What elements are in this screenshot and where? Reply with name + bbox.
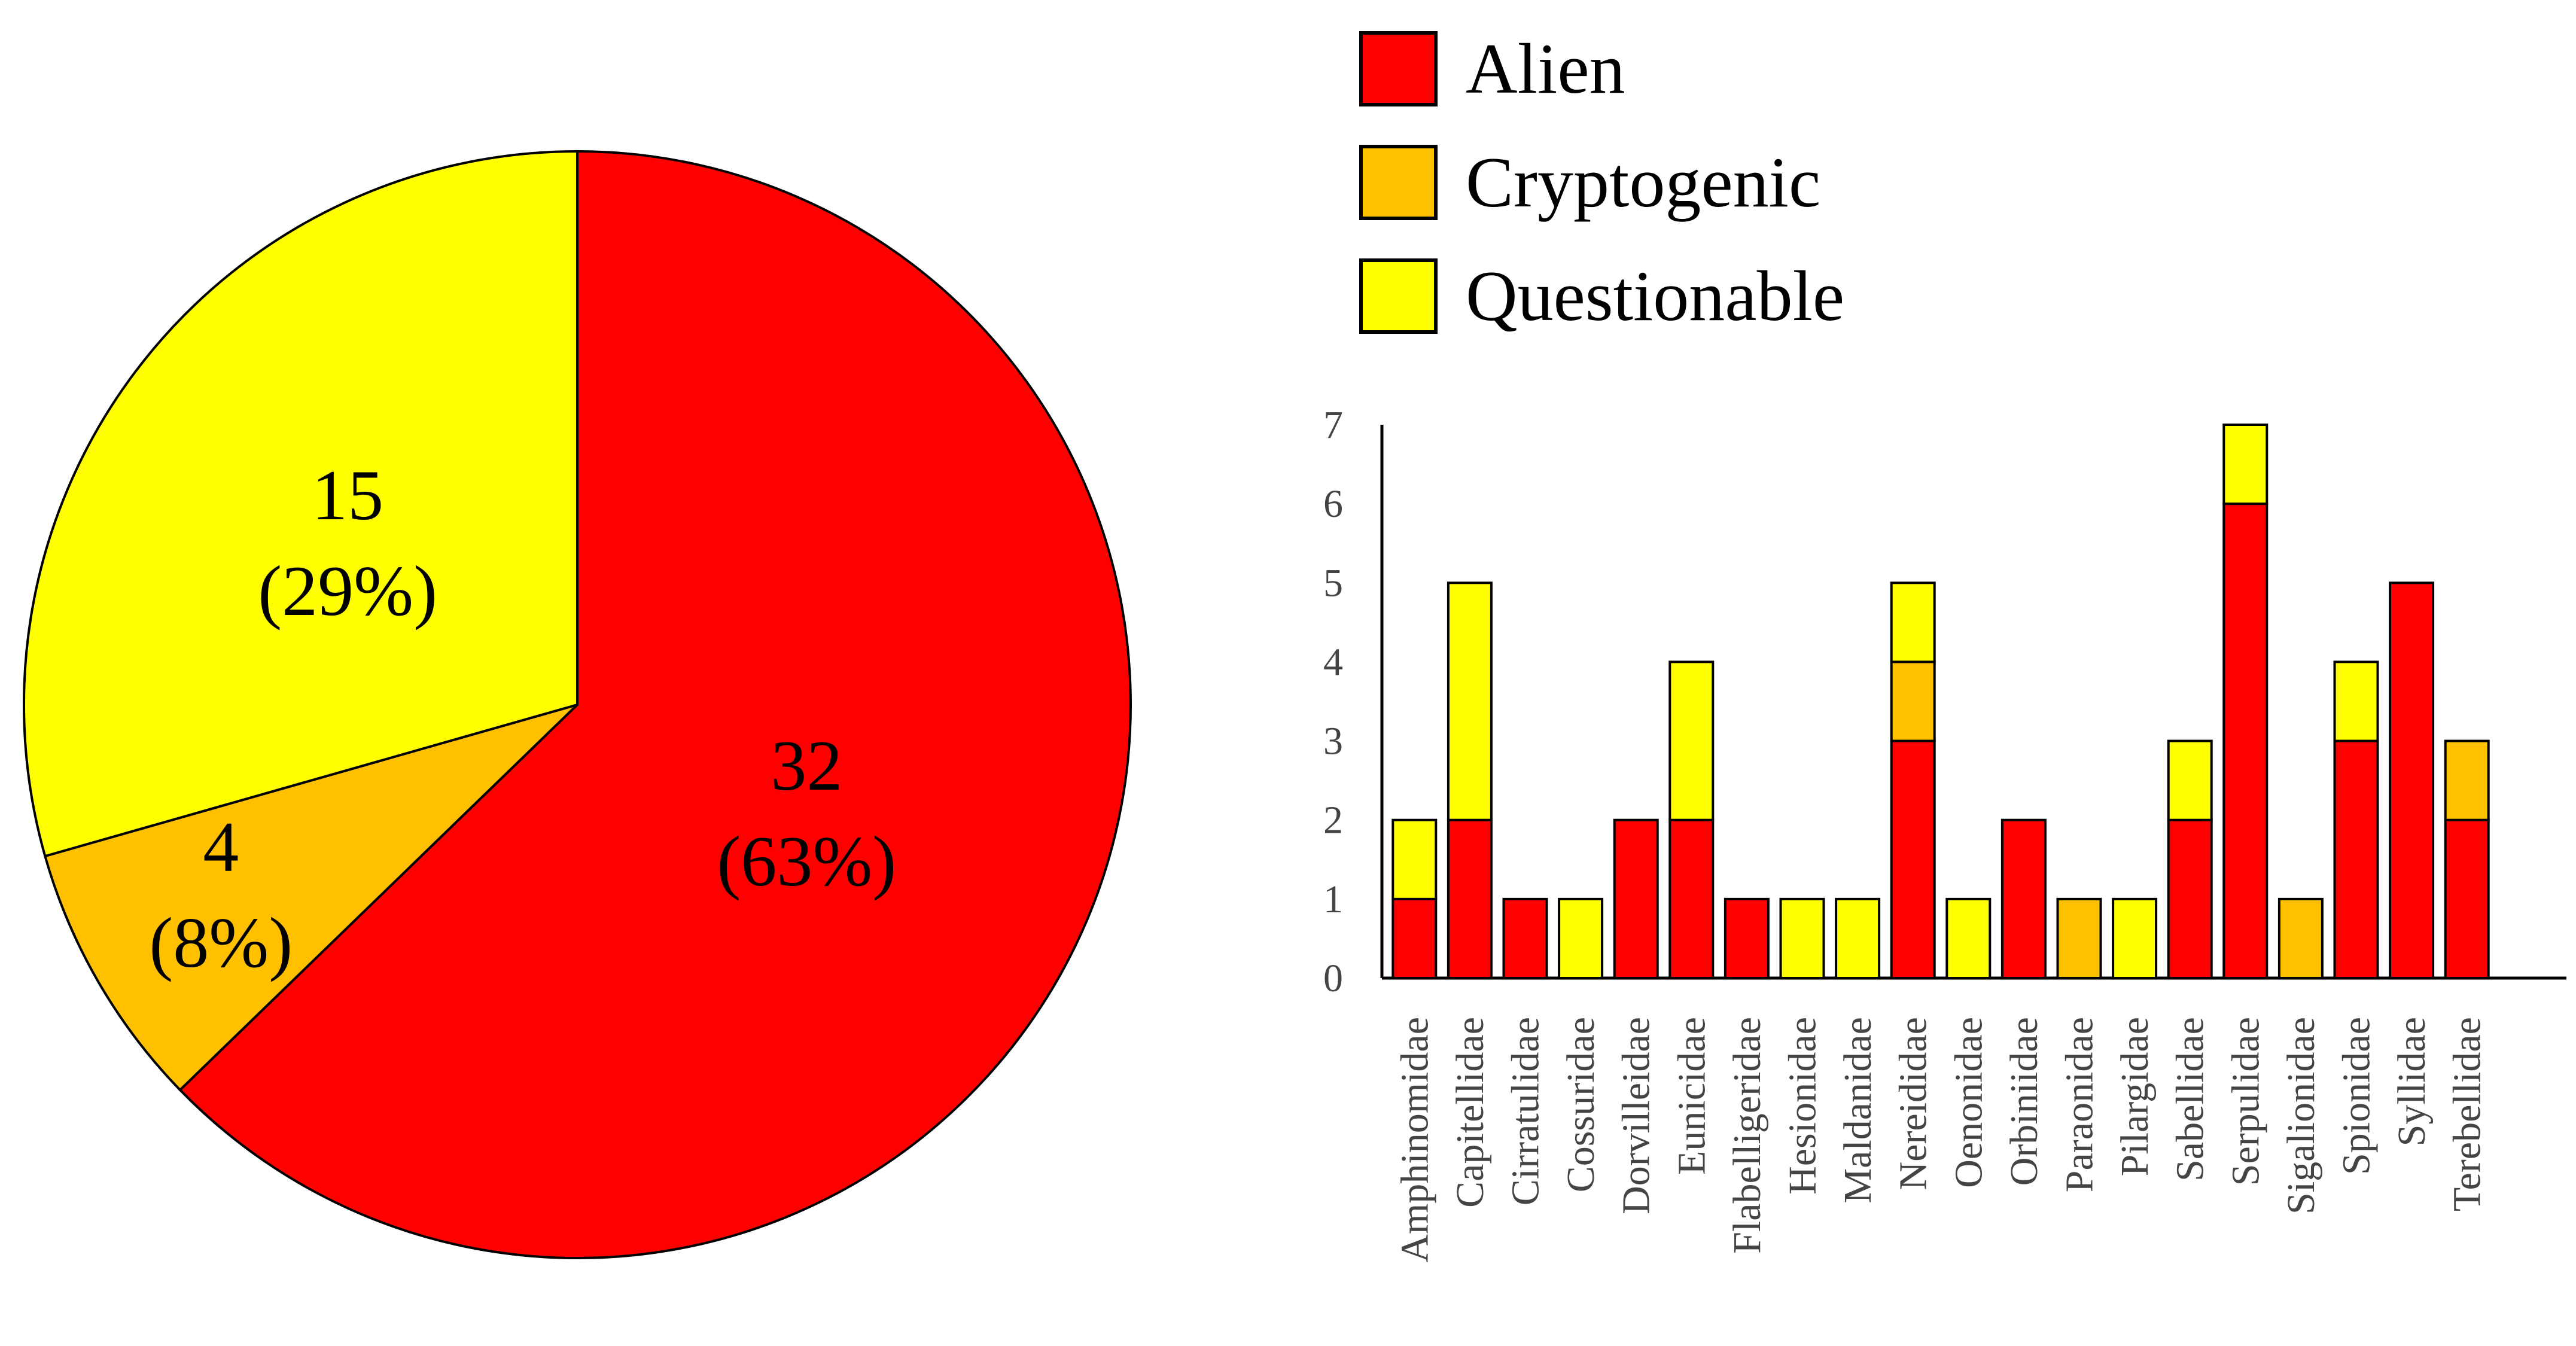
x-category-label: Maldanidae — [1836, 1017, 1880, 1204]
x-category-label: Eunicidae — [1670, 1017, 1713, 1175]
x-category-label: Hesionidae — [1781, 1017, 1825, 1195]
x-category-label: Capitellidae — [1448, 1017, 1492, 1208]
bar-marks — [1391, 424, 2490, 980]
pie-label-count-cryptogenic: 4 — [203, 807, 239, 887]
bar-segment-alien — [1724, 897, 1770, 980]
x-category-label: Terebellidae — [2446, 1017, 2489, 1211]
y-tick-label: 1 — [1323, 878, 1343, 921]
x-category-label: Dorvilleidae — [1615, 1017, 1658, 1214]
legend: Alien Cryptogenic Questionable — [1359, 29, 1844, 336]
legend-swatch-questionable — [1359, 258, 1438, 334]
bar-segment-alien — [2222, 503, 2269, 979]
pie-label-count-alien: 32 — [771, 726, 842, 805]
pie-label-pct-alien: (63%) — [717, 821, 896, 901]
y-tick-label: 2 — [1323, 799, 1343, 842]
y-tick-labels: 0 1 2 3 4 5 6 7 — [1323, 403, 1343, 1000]
y-tick-label: 7 — [1323, 403, 1343, 447]
bar-segment-alien — [1502, 897, 1548, 980]
legend-swatch-cryptogenic — [1359, 145, 1438, 220]
bar-segment-cryptogenic — [2277, 897, 2324, 980]
y-tick-label: 6 — [1323, 482, 1343, 526]
x-category-label: Cossuridae — [1559, 1017, 1603, 1192]
bar-segment-questionable — [2167, 739, 2213, 821]
pie-slice-alien — [178, 150, 1132, 1259]
bar-segment-alien — [1391, 897, 1438, 980]
x-category-label: Orbiniidae — [2002, 1017, 2046, 1186]
x-category-label: Spionidae — [2335, 1017, 2379, 1175]
legend-label-alien: Alien — [1466, 29, 1625, 108]
pie-chart: 32 (63%) 4 (8%) 15 (29%) — [23, 150, 1132, 1259]
bar-segment-cryptogenic — [2444, 739, 2490, 821]
bar-segment-cryptogenic — [1890, 660, 1936, 742]
bar-segment-questionable — [1945, 897, 1992, 980]
bar-segment-questionable — [1558, 897, 1604, 980]
x-category-label: Serpulidae — [2224, 1017, 2267, 1186]
pie-slice-questionable — [23, 150, 578, 858]
x-category-label: Pilargidae — [2113, 1017, 2157, 1176]
legend-label-questionable: Questionable — [1466, 256, 1844, 336]
bar-segment-questionable — [2112, 897, 2158, 980]
bar-segment-alien — [2000, 818, 2047, 979]
x-category-label: Oenonidae — [1947, 1017, 1990, 1188]
pie-label-pct-questionable: (29%) — [258, 551, 437, 631]
bar-segment-questionable — [2333, 660, 2379, 742]
x-category-label: Nereididae — [1892, 1017, 1935, 1190]
bar-segment-questionable — [1447, 581, 1493, 821]
bar-segment-questionable — [1890, 581, 1936, 663]
legend-swatch-alien — [1359, 31, 1438, 106]
bar-segment-alien — [1447, 818, 1493, 979]
x-category-label: Syllidae — [2390, 1017, 2434, 1146]
bar-segment-questionable — [1391, 818, 1438, 900]
x-category-label: Sigalionidae — [2279, 1017, 2323, 1214]
bar-segment-alien — [2333, 739, 2379, 979]
bar-segment-questionable — [1779, 897, 1825, 980]
x-category-label: Amphinomidae — [1393, 1017, 1436, 1263]
bar-segment-alien — [1613, 818, 1659, 979]
stacked-bar-chart: 0 1 2 3 4 5 6 7 Amphinomidae Capitellidae Cirratu… — [1323, 403, 2566, 1263]
y-tick-label: 5 — [1323, 561, 1343, 605]
x-category-labels: Amphinomidae Capitellidae Cirratulidae Coss… — [1393, 1017, 2489, 1263]
x-category-label: Cirratulidae — [1504, 1017, 1548, 1205]
pie-label-pct-cryptogenic: (8%) — [149, 903, 293, 982]
bar-segment-questionable — [1668, 660, 1715, 821]
x-category-label: Paraonidae — [2058, 1017, 2102, 1192]
bar-axes — [1380, 425, 2566, 980]
bar-segment-cryptogenic — [2056, 897, 2102, 980]
bar-segment-questionable — [2222, 424, 2269, 505]
bar-segment-alien — [1668, 818, 1715, 979]
bar-segment-questionable — [1835, 897, 1881, 980]
bar-segment-alien — [1890, 739, 1936, 979]
y-tick-label: 4 — [1323, 640, 1343, 684]
y-tick-label: 3 — [1323, 720, 1343, 763]
pie-label-count-questionable: 15 — [312, 455, 383, 535]
x-category-label: Flabelligeridae — [1725, 1017, 1769, 1254]
pie-slice-cryptogenic — [43, 704, 578, 1092]
bar-segment-alien — [2389, 581, 2435, 979]
bar-segment-alien — [2444, 818, 2490, 979]
bar-segment-alien — [2167, 818, 2213, 979]
x-category-label: Sabellidae — [2169, 1017, 2212, 1181]
y-tick-label: 0 — [1323, 957, 1343, 1000]
legend-label-cryptogenic: Cryptogenic — [1466, 142, 1820, 222]
